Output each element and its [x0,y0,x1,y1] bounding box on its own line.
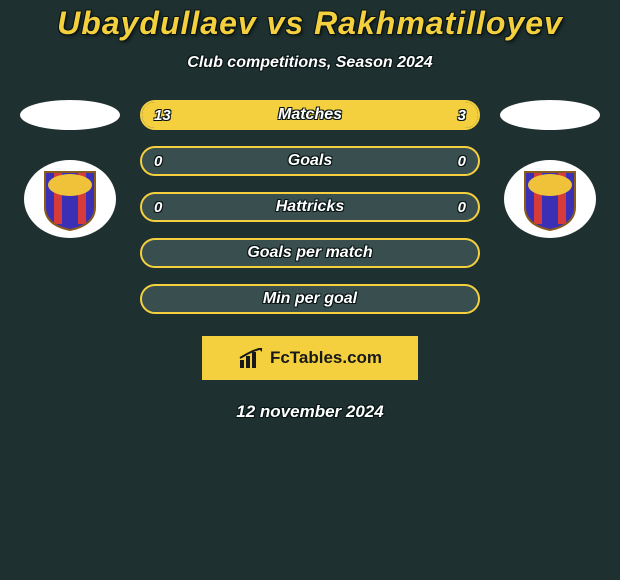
left-side [20,100,120,238]
stat-value-left: 0 [154,199,162,216]
stat-label: Min per goal [142,290,478,308]
crest-icon [520,167,580,232]
stat-value-right: 0 [458,199,466,216]
left-flag [20,100,120,130]
watermark: FcTables.com [202,336,418,380]
stat-row: Min per goal [140,284,480,314]
stat-row: Goals0 0 [140,146,480,176]
stat-value-left: 13 [154,107,171,124]
stat-row: Hattricks0 0 [140,192,480,222]
stat-label: Hattricks [142,198,478,216]
stat-bars: Matches133Goals00Hattricks00Goals per ma… [140,100,480,314]
right-flag [500,100,600,130]
stat-label: Goals per match [142,244,478,262]
stat-row: Matches13 3 [140,100,480,130]
left-club-crest [24,160,116,238]
right-side [500,100,600,238]
stat-label: Matches [142,106,478,124]
subtitle: Club competitions, Season 2024 [0,54,620,72]
page-title: Ubaydullaev vs Rakhmatilloyev [0,5,620,42]
stat-value-right: 0 [458,153,466,170]
right-club-crest [504,160,596,238]
stat-label: Goals [142,152,478,170]
comparison-content: Matches133Goals00Hattricks00Goals per ma… [0,100,620,314]
crest-icon [40,167,100,232]
fctables-icon [238,348,266,368]
date-label: 12 november 2024 [0,402,620,422]
stat-value-right: 3 [458,107,466,124]
stat-value-left: 0 [154,153,162,170]
watermark-text: FcTables.com [270,348,382,368]
stat-row: Goals per match [140,238,480,268]
